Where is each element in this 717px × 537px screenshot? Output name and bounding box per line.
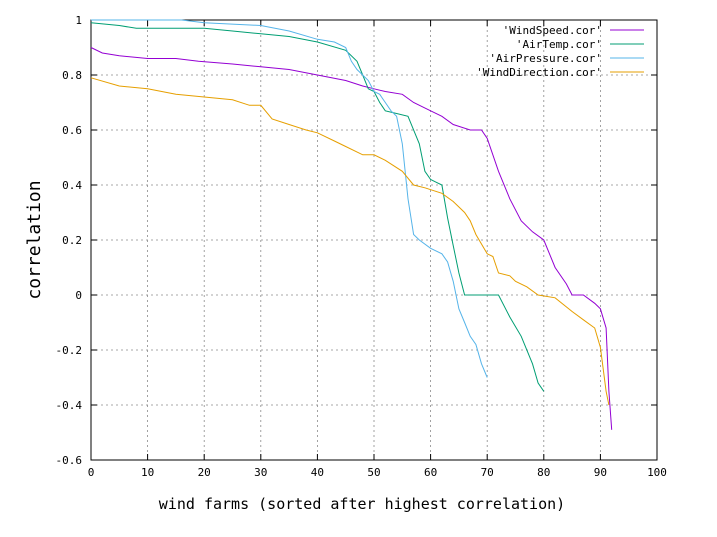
series-line-0	[90, 47, 613, 430]
x-tick-label: 90	[594, 466, 607, 479]
grid	[91, 20, 657, 460]
y-axis-title: correlation	[24, 180, 45, 299]
y-tick-label: -0.6	[56, 454, 83, 467]
y-tick-label: 0.4	[62, 179, 82, 192]
y-tick-label: -0.4	[56, 399, 83, 412]
y-tick-label: 0.2	[62, 234, 82, 247]
x-tick-label: 10	[141, 466, 154, 479]
legend-label: 'AirTemp.cor'	[516, 38, 602, 51]
y-tick-label: 0.6	[62, 124, 82, 137]
legend-label: 'WindSpeed.cor'	[503, 24, 602, 37]
y-tick-label: 0	[75, 289, 82, 302]
y-tick-label: 1	[75, 14, 82, 27]
series-line-1	[90, 22, 545, 392]
legend: 'WindSpeed.cor''AirTemp.cor''AirPressure…	[476, 24, 644, 79]
series-line-2	[91, 19, 488, 378]
series-line-3	[90, 77, 610, 406]
y-tick-label: -0.2	[56, 344, 83, 357]
x-tick-label: 100	[647, 466, 667, 479]
x-tick-label: 50	[367, 466, 380, 479]
y-tick-label: 0.8	[62, 69, 82, 82]
legend-label: 'WindDirection.cor'	[476, 66, 602, 79]
x-tick-label: 70	[481, 466, 494, 479]
x-tick-label: 60	[424, 466, 437, 479]
x-axis-title: wind farms (sorted after highest correla…	[159, 495, 565, 513]
legend-label: 'AirPressure.cor'	[489, 52, 602, 65]
x-tick-label: 0	[88, 466, 95, 479]
x-tick-label: 40	[311, 466, 324, 479]
axis-ticks: 0 10 20 30 40 50 60 70 80 90 100 -0.6 -0.4 -0.2 0 0.2 0.…	[56, 14, 667, 479]
series-lines	[90, 19, 613, 430]
x-tick-label: 20	[198, 466, 211, 479]
x-tick-label: 80	[537, 466, 550, 479]
x-tick-label: 30	[254, 466, 267, 479]
